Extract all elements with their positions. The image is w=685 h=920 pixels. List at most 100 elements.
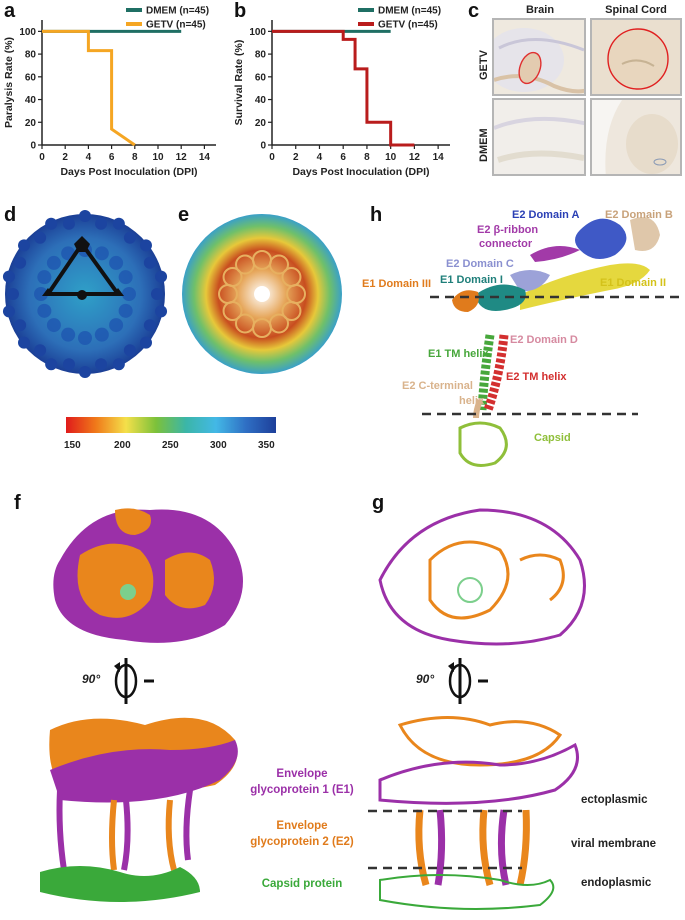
lesion-circle: [518, 51, 542, 85]
histology-spinal-dmem: [590, 98, 682, 176]
label-e2-domain-b: E2 Domain B: [605, 209, 673, 221]
label-e2-domain-d: E2 Domain D: [510, 334, 578, 346]
y-tick-label: 40: [25, 95, 37, 106]
y-tick-label: 100: [249, 27, 266, 38]
legend-label-1: GETV (n=45): [146, 20, 206, 31]
legend-e2: Envelope glycoprotein 2 (E2): [232, 818, 372, 850]
row-label-dmem: DMEM: [478, 128, 490, 162]
surface-spike: [79, 366, 91, 378]
surface-spike-inner: [122, 287, 136, 301]
x-tick-label: 12: [176, 152, 188, 163]
y-tick-label: 80: [25, 50, 37, 61]
legend-label-0: DMEM (n=45): [146, 6, 209, 17]
cutaway-ring: [281, 267, 302, 287]
y-tick-label: 60: [255, 72, 267, 83]
histology-brain-getv: [492, 18, 586, 96]
chart-b: 0 2 4 6 8 10 12 14 0 20 40 60 80 100 Days Post Inocula…: [233, 6, 450, 178]
x-tick-label: 14: [433, 152, 445, 163]
histology-spinal-getv: [590, 18, 682, 96]
y-tick-label: 40: [255, 95, 267, 106]
surface-spike: [14, 319, 27, 332]
panel-label-f: f: [14, 492, 21, 514]
label-e2-domain-a: E2 Domain A: [512, 209, 580, 221]
fivefold-axis-icon: [74, 236, 90, 252]
e2-density-top-3: [115, 508, 151, 535]
y-tick-label: 100: [19, 27, 36, 38]
surface-spike: [79, 210, 91, 222]
surface-spike: [2, 305, 15, 318]
surface-spike: [155, 305, 168, 318]
twofold-axis-icon: [77, 290, 87, 300]
surface-spike: [45, 217, 58, 230]
e1-density-side: [50, 740, 238, 803]
e1-domain-iii-ribbon: [452, 290, 479, 312]
e2-beta-ribbon: [530, 246, 580, 262]
cutaway-ring: [222, 267, 243, 287]
col-header-spinal-cord: Spinal Cord: [605, 4, 667, 16]
x-tick-label: 4: [317, 152, 323, 163]
e1-ribbon-side: [378, 742, 579, 805]
panel-label-h: h: [370, 204, 383, 226]
e2-c-terminal-helix: [473, 398, 483, 419]
panel-label-b: b: [234, 0, 247, 22]
legend-capsid: Capsid protein: [261, 878, 343, 890]
surface-spike-inner: [37, 303, 52, 318]
x-tick-label: 12: [409, 152, 421, 163]
y-axis-label: Survival Rate (%): [233, 40, 245, 126]
panel-label-e: e: [178, 204, 190, 226]
surface-spike: [34, 231, 47, 244]
legend-e1: Envelope glycoprotein 1 (E1): [232, 766, 372, 798]
surface-spike-inner: [109, 318, 124, 333]
surface-spike-inner: [46, 255, 61, 270]
e1-domain-ii-ribbon: [520, 263, 650, 310]
histology-brain-dmem-image: [494, 116, 584, 163]
e2-domain-b-ribbon: [630, 217, 660, 251]
e2-density-top-2: [165, 552, 214, 609]
label-ectoplasmic: ectoplasmic: [581, 794, 648, 806]
surface-spike: [2, 270, 15, 283]
label-e2-domain-c: E2 Domain C: [446, 258, 514, 270]
surface-spike: [151, 288, 163, 300]
legend-e1-line2: glycoprotein 1 (E1): [250, 784, 354, 796]
surface-spike: [62, 358, 75, 371]
label-e1-domain-i: E1 Domain I: [440, 274, 503, 286]
label-e1-domain-ii: E1 Domain II: [600, 277, 667, 289]
histology-brain-getv-image: [494, 28, 584, 94]
lesion-circle-spinal: [607, 28, 669, 90]
histology-spinal-dmem-image: [592, 100, 678, 174]
label-e1-tm-helix: E1 TM helix: [428, 348, 489, 360]
cutaway-ring: [269, 254, 289, 275]
surface-spike: [34, 344, 47, 357]
x-tick-label: 10: [152, 152, 164, 163]
capsid-ribbon-top: [457, 577, 483, 603]
surface-spike: [7, 288, 19, 300]
e1-ribbon-top: [378, 508, 586, 646]
colorbar: [66, 417, 276, 433]
surface-spike: [123, 231, 136, 244]
surface-spike-inner: [61, 327, 76, 342]
surface-spike: [95, 217, 108, 230]
col-header-brain: Brain: [525, 4, 555, 16]
colorbar-tick-300: 300: [210, 440, 227, 451]
e2-domain-a-ribbon: [575, 218, 627, 259]
label-e2-tm-helix: E2 TM helix: [506, 371, 567, 383]
colorbar-tick-150: 150: [64, 440, 81, 451]
virion-cutaway-map: [182, 214, 342, 374]
capsid-density-side: [40, 866, 200, 902]
e2-ribbon-side: [397, 716, 563, 767]
capsid-density-top: [120, 584, 136, 600]
x-tick-label: 8: [132, 152, 138, 163]
surface-spike-inner: [46, 318, 61, 333]
series-line-1: [272, 29, 415, 147]
threefold-axis-icon-left: [42, 288, 54, 296]
cutaway-ring: [235, 313, 255, 334]
legend-e2-line2: glycoprotein 2 (E2): [250, 836, 354, 848]
x-tick-label: 2: [62, 152, 68, 163]
heterodimer-ribbon-structure: [422, 217, 682, 467]
surface-spike: [112, 358, 125, 371]
surface-spike-inner: [109, 255, 124, 270]
e2-domain-c-ribbon: [510, 270, 550, 292]
y-tick-label: 0: [260, 141, 266, 152]
label-viral-membrane: viral membrane: [571, 838, 657, 850]
ribbon-model-top-view: [378, 508, 586, 646]
